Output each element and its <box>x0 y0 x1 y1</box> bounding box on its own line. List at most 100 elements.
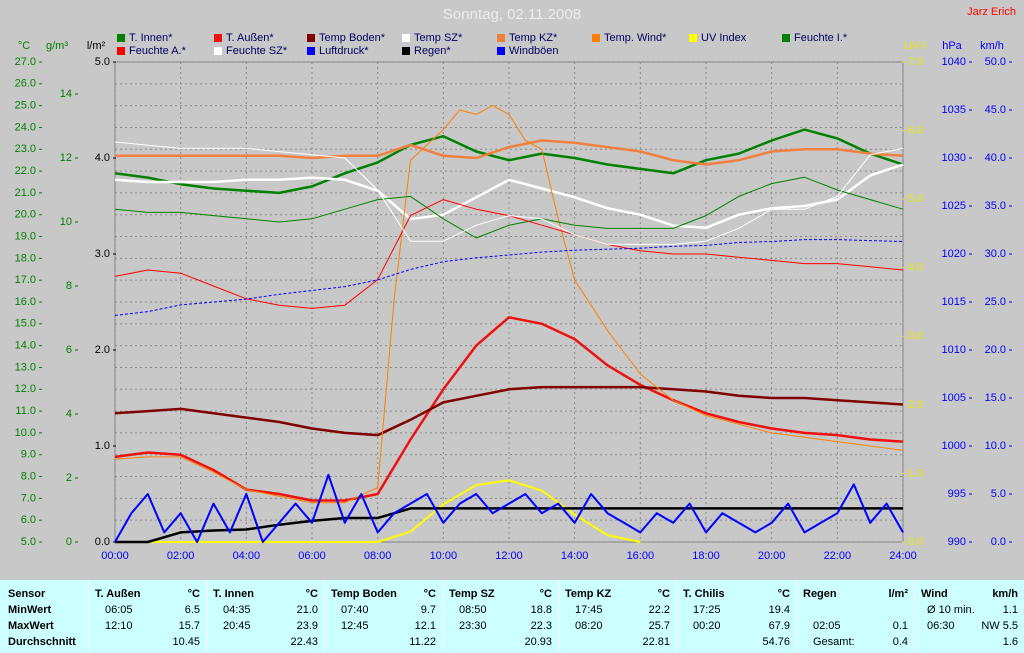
y-tick-label: 45.0 <box>985 104 1006 116</box>
cell-time: 07:40 <box>341 604 369 616</box>
y-tick-label: 12.0 <box>15 383 36 395</box>
y-tick-label: 0.0 <box>95 536 110 548</box>
x-tick-label: 20:00 <box>758 550 786 562</box>
y-tick-label: 24.0 <box>15 121 36 133</box>
column-unit: °C <box>305 588 318 600</box>
cell-value: 1.1 <box>1002 604 1018 616</box>
cell-time: 06:30 <box>927 620 955 632</box>
legend-label: UV Index <box>701 32 747 44</box>
x-tick-label: 10:00 <box>430 550 458 562</box>
cell-value: 10.45 <box>172 636 200 648</box>
y-tick-label: 5.0 <box>908 193 923 205</box>
legend-marker <box>497 47 505 55</box>
y-tick-label: 40.0 <box>985 152 1006 164</box>
cell-value: 18.8 <box>530 604 552 616</box>
y-tick-label: 6 <box>66 344 72 356</box>
axis-label: UV-I <box>904 40 925 52</box>
y-tick-label: 8.0 <box>21 470 36 482</box>
y-tick-label: 18.0 <box>15 252 36 264</box>
table-column: T. Innen °C 04:35 21.0 20:45 23.9 22.43 <box>206 580 324 653</box>
legend-label: T. Außen* <box>226 32 274 44</box>
column-header: T. Innen <box>213 588 254 600</box>
legend-marker <box>592 34 600 42</box>
cell-value: 0.1 <box>892 620 908 632</box>
cell-time: 12:45 <box>341 620 369 632</box>
y-tick-label: 20.0 <box>985 344 1006 356</box>
y-tick-label: 995 <box>948 488 966 500</box>
y-tick-label: 2.0 <box>908 399 923 411</box>
cell-value: 15.7 <box>178 620 200 632</box>
y-tick-label: 7.0 <box>21 492 36 504</box>
table-column: Sensor MinWert MaxWert Durchschnitt <box>0 580 88 653</box>
table-column: T. Chilis °C 17:25 19.4 00:20 67.9 54.76 <box>676 580 796 653</box>
cell-time: 04:35 <box>223 604 251 616</box>
column-unit: km/h <box>992 588 1018 600</box>
x-tick-label: 14:00 <box>561 550 589 562</box>
legend-marker <box>402 34 410 42</box>
legend-label: Luftdruck* <box>319 45 369 57</box>
table-column: Temp KZ °C 17:45 22.2 08:20 25.7 22.81 <box>558 580 676 653</box>
y-tick-label: 17.0 <box>15 274 36 286</box>
cell-value: 9.7 <box>420 604 436 616</box>
cell-time: 06:05 <box>105 604 133 616</box>
series-line <box>114 473 904 543</box>
legend-marker <box>307 34 315 42</box>
y-tick-label: 14.0 <box>15 340 36 352</box>
cell-value: 19.4 <box>768 604 790 616</box>
series-line <box>114 128 904 195</box>
column-header: Temp SZ <box>449 588 495 600</box>
y-tick-label: 1035 <box>942 104 966 116</box>
y-tick-label: 19.0 <box>15 230 36 242</box>
y-tick-label: 7.0 <box>908 56 923 68</box>
y-tick-label: 1015 <box>942 296 966 308</box>
legend-marker <box>117 47 125 55</box>
stats-table: Sensor MinWert MaxWert Durchschnitt T. Außen… <box>0 580 1024 653</box>
axis-label: km/h <box>980 40 1004 52</box>
y-tick-label: 21.0 <box>15 187 36 199</box>
cell-value: 25.7 <box>648 620 670 632</box>
legend-label: Regen* <box>414 45 451 57</box>
cell-value: NW 5.5 <box>981 620 1018 632</box>
y-tick-label: 10 <box>60 216 72 228</box>
cell-value: 22.43 <box>290 636 318 648</box>
series-line <box>114 105 904 504</box>
y-tick-label: 1010 <box>942 344 966 356</box>
cell-value: 1.6 <box>1002 636 1018 648</box>
cell-value: 23.9 <box>296 620 318 632</box>
legend-label: T. Innen* <box>129 32 173 44</box>
y-tick-label: 6.0 <box>908 124 923 136</box>
y-tick-label: 8 <box>66 280 72 292</box>
cell-time: 23:30 <box>459 620 487 632</box>
series-line <box>114 163 904 230</box>
legend-marker <box>214 34 222 42</box>
cell-value: 22.2 <box>648 604 670 616</box>
y-tick-label: 1025 <box>942 200 966 212</box>
y-tick-label: 26.0 <box>15 78 36 90</box>
axis-label: °C <box>18 40 30 52</box>
series-line <box>115 479 641 543</box>
y-tick-label: 35.0 <box>985 200 1006 212</box>
y-tick-label: 1.0 <box>95 440 110 452</box>
table-column: Regen l/m² 02:05 0.1 Gesamt: 0.4 <box>796 580 914 653</box>
y-tick-label: 14 <box>60 88 72 100</box>
legend-marker <box>497 34 505 42</box>
axis-label: l/m² <box>87 40 106 52</box>
y-tick-label: 4.0 <box>95 152 110 164</box>
y-tick-label: 0.0 <box>908 536 923 548</box>
cell-time: Ø 10 min. <box>927 604 975 616</box>
y-tick-label: 10.0 <box>15 427 36 439</box>
y-tick-label: 0 <box>66 536 72 548</box>
y-tick-label: 2 <box>66 472 72 484</box>
cell-time: 02:05 <box>813 620 841 632</box>
cell-value: 67.9 <box>768 620 790 632</box>
series-line <box>114 176 904 239</box>
y-tick-label: 5.0 <box>991 488 1006 500</box>
series-layer <box>114 105 904 544</box>
x-tick-label: 22:00 <box>824 550 852 562</box>
y-tick-label: 0.0 <box>991 536 1006 548</box>
y-tick-label: 12 <box>60 152 72 164</box>
cell-value: 11.22 <box>409 636 436 648</box>
series-line <box>115 139 904 166</box>
row-label: MaxWert <box>8 620 54 632</box>
column-unit: °C <box>777 588 790 600</box>
